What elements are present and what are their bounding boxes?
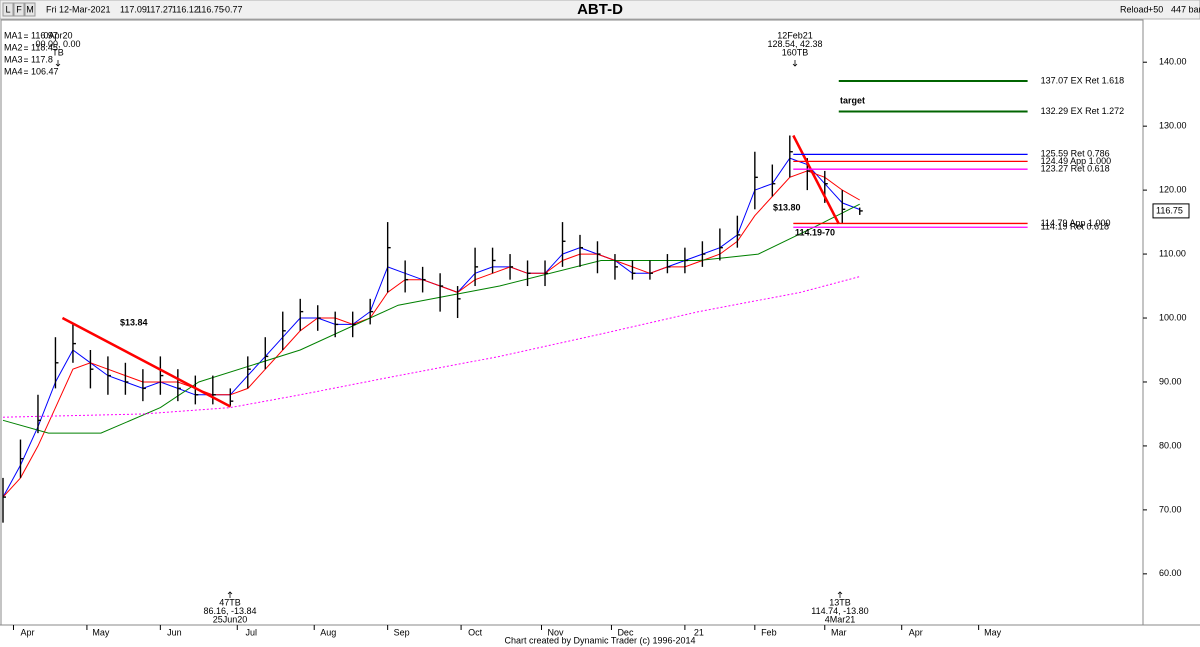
x-tick-label: Jun — [167, 627, 182, 637]
level-label: 114.19 Ret 0.618 — [1041, 222, 1109, 232]
toolbar-button-label: F — [16, 4, 22, 14]
swing-line — [792, 134, 840, 225]
level-label: 114.79 App 1.000 — [1041, 218, 1111, 228]
reload-button[interactable]: Reload — [1120, 4, 1149, 14]
pivot-arrow — [837, 591, 843, 598]
legend-name: MA2 — [4, 42, 23, 52]
level-label: 132.29 EX Ret 1.272 — [1041, 106, 1125, 116]
pivot-label: 128.54, 42.38 — [767, 39, 822, 49]
x-tick-label: Apr — [20, 627, 34, 637]
toolbar-low: 116.12 — [172, 4, 199, 14]
level-label: 125.59 Ret 0.786 — [1041, 149, 1110, 159]
annotation: 114.19-70 — [795, 227, 835, 237]
x-tick-label: Dec — [617, 627, 634, 637]
step-button[interactable]: +50 — [1148, 4, 1163, 14]
y-tick-label: 120.00 — [1159, 184, 1187, 194]
legend-value: 116.97 — [31, 30, 58, 40]
y-tick-label: 140.00 — [1159, 57, 1187, 67]
toolbar-button[interactable] — [24, 2, 36, 17]
annotation: target — [840, 95, 865, 105]
y-tick-label: 130.00 — [1159, 121, 1187, 131]
pivot-label: TB — [52, 47, 64, 57]
x-tick-label: Jul — [246, 627, 258, 637]
x-tick-label: Aug — [320, 627, 336, 637]
pivot-label: 25Jun20 — [213, 614, 248, 624]
x-tick-label: Sep — [394, 627, 410, 637]
x-tick-label: Nov — [548, 627, 565, 637]
level-label: 124.49 App 1.000 — [1041, 156, 1112, 166]
y-tick-label: 110.00 — [1159, 248, 1186, 258]
pivot-label: 160TB — [782, 47, 809, 57]
moving-average — [2, 170, 860, 498]
level-label: 123.27 Ret 0.618 — [1041, 164, 1110, 174]
y-tick-label: 100.00 — [1159, 312, 1187, 322]
legend-value: 117.8 — [31, 54, 53, 64]
moving-average — [2, 203, 860, 434]
toolbar-button-label: L — [5, 4, 10, 14]
legend-value: 118.45 — [31, 42, 58, 52]
pivot-label: 0Apr20 — [43, 30, 72, 40]
y-tick-label: 80.00 — [1159, 440, 1182, 450]
last-price-label: 116.75 — [1156, 205, 1183, 215]
x-tick-label: May — [984, 627, 1002, 637]
x-tick-label: Oct — [468, 627, 483, 637]
x-tick-label: Mar — [831, 627, 847, 637]
pivot-arrow — [792, 60, 798, 67]
legend-name: MA4 — [4, 66, 23, 76]
pivot-label: 00.00, 0.00 — [35, 39, 80, 49]
legend-name: MA3 — [4, 54, 23, 64]
x-tick-label: 21 — [694, 627, 704, 637]
pivot-label: 114.74, -13.80 — [811, 606, 868, 616]
x-tick-label: Feb — [761, 627, 777, 637]
pivot-label: 4Mar21 — [825, 614, 856, 624]
swing-label: $13.80 — [773, 202, 801, 212]
legend-value: 106.47 — [31, 66, 59, 76]
toolbar-button[interactable] — [13, 2, 25, 17]
x-tick-label: Apr — [909, 627, 923, 637]
pivot-label: 12Feb21 — [777, 30, 813, 40]
y-tick-label: 70.00 — [1159, 504, 1182, 514]
chart-title: ABT-D — [577, 1, 623, 18]
moving-average — [2, 276, 860, 418]
footer: Chart created by Dynamic Trader (c) 1996… — [504, 635, 695, 645]
toolbar-high: 117.27 — [146, 4, 173, 14]
pivot-label: 86.16, -13.84 — [203, 606, 256, 616]
toolbar-button[interactable] — [2, 2, 14, 17]
pivot-arrow — [55, 60, 61, 67]
y-tick-label: 90.00 — [1159, 376, 1182, 386]
toolbar-button-label: M — [26, 4, 34, 14]
swing-label: $13.84 — [120, 317, 148, 327]
toolbar-date: Fri 12-Mar-2021 — [46, 4, 111, 14]
toolbar-close: 116.75 — [197, 4, 224, 14]
pivot-arrow — [227, 591, 233, 598]
swing-line — [61, 316, 231, 408]
pivot-label: 47TB — [219, 597, 241, 607]
toolbar-open: 117.09 — [120, 4, 147, 14]
legend-name: MA1 — [4, 30, 23, 40]
level-label: 137.07 EX Ret 1.618 — [1041, 75, 1125, 85]
last-price-box — [1152, 203, 1190, 219]
pivot-label: 13TB — [829, 597, 851, 607]
toolbar-change: -0.77 — [222, 4, 243, 14]
x-tick-label: May — [92, 627, 110, 637]
y-tick-label: 60.00 — [1159, 568, 1182, 578]
bar-count: 447 bars — [1171, 4, 1200, 14]
toolbar — [0, 0, 1200, 20]
